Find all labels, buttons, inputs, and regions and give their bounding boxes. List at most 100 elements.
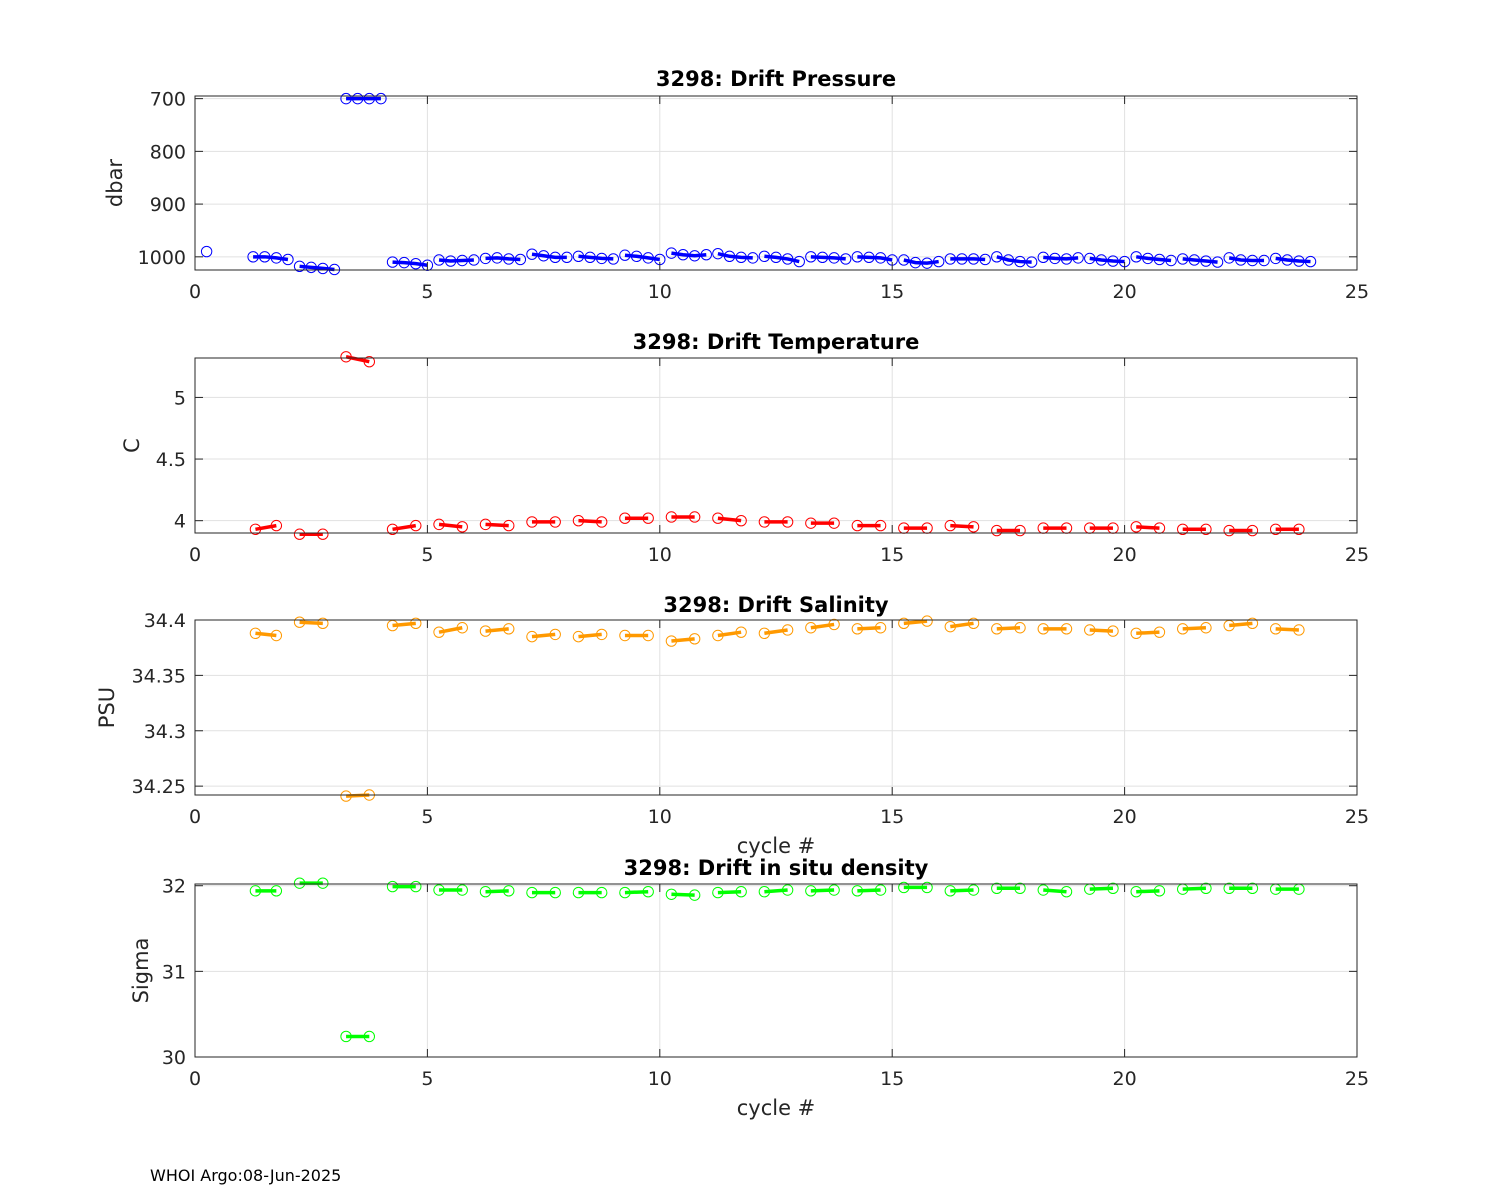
- y-axis-label: dbar: [103, 159, 127, 208]
- x-tick-label: 10: [648, 806, 672, 828]
- series-line-segment: [810, 888, 835, 893]
- series-line-segment: [299, 264, 335, 272]
- series-line-segment: [1136, 630, 1160, 636]
- data-point: [967, 253, 980, 265]
- series-line-segment: [810, 255, 846, 261]
- data-point: [1281, 254, 1293, 266]
- data-point: [456, 884, 468, 896]
- data-point: [1200, 523, 1212, 536]
- data-point: [410, 257, 422, 270]
- data-point: [1107, 255, 1119, 267]
- data-point: [1107, 625, 1119, 637]
- data-point: [1269, 523, 1282, 536]
- series-line-segment: [717, 630, 742, 638]
- data-point: [1246, 882, 1259, 894]
- y-axis-label: C: [120, 438, 144, 453]
- x-tick-label: 5: [421, 281, 433, 303]
- series-line-segment: [299, 620, 323, 626]
- data-point: [1211, 256, 1224, 268]
- series-line-segment: [764, 254, 800, 264]
- data-point: [781, 516, 794, 528]
- series-line-segment: [1135, 255, 1172, 263]
- data-point: [270, 519, 283, 532]
- series-line-segment: [717, 516, 742, 523]
- data-point: [398, 256, 410, 269]
- data-point: [1200, 882, 1212, 894]
- series-line-segment: [392, 621, 416, 628]
- data-point: [328, 263, 341, 276]
- data-point: [758, 627, 771, 639]
- data-point: [596, 628, 608, 641]
- series-line-segment: [1089, 256, 1125, 264]
- series-line-segment: [903, 619, 928, 626]
- data-point: [1293, 523, 1305, 536]
- data-point: [991, 882, 1003, 894]
- data-point: [642, 252, 654, 264]
- data-point: [874, 622, 887, 634]
- x-tick-label: 0: [189, 806, 201, 828]
- data-point: [1246, 617, 1259, 630]
- data-point: [200, 245, 213, 258]
- data-point: [363, 92, 375, 105]
- data-point: [1258, 254, 1270, 267]
- data-point: [874, 884, 887, 896]
- data-point: [456, 622, 468, 634]
- data-point: [340, 790, 352, 802]
- data-point: [1177, 523, 1189, 536]
- data-point: [956, 253, 968, 265]
- data-point: [688, 889, 701, 901]
- series-line-segment: [624, 253, 661, 262]
- axes-box: [194, 619, 1358, 796]
- data-point: [282, 253, 294, 266]
- y-tick-label: 800: [150, 141, 186, 163]
- series-line-segment: [1182, 886, 1207, 891]
- series-line-segment: [392, 523, 417, 532]
- x-tick-label: 15: [880, 806, 904, 828]
- data-point: [665, 511, 678, 523]
- data-point: [249, 523, 262, 536]
- series-line-segment: [485, 889, 509, 894]
- series-line-segment: [1136, 525, 1160, 530]
- series-line-segment: [1182, 257, 1218, 264]
- data-point: [712, 247, 724, 260]
- data-point: [386, 256, 399, 268]
- data-point: [1095, 254, 1108, 266]
- data-point: [293, 616, 306, 628]
- data-point: [1246, 524, 1259, 537]
- data-point: [851, 251, 864, 263]
- chart-panel-2: 0 5 10 15 20 25 4 4.5 5 3298: Drift Temperature C: [120, 330, 1369, 566]
- data-point: [1060, 886, 1073, 898]
- data-point: [410, 880, 422, 893]
- series-line-segment: [253, 255, 289, 262]
- x-tick-label: 5: [421, 806, 433, 828]
- data-point: [572, 250, 585, 262]
- footer-stamp: WHOI Argo:08-Jun-2025: [150, 1166, 342, 1185]
- data-point: [619, 512, 631, 524]
- data-point: [317, 262, 329, 275]
- data-point: [967, 884, 980, 896]
- series-line-segment: [950, 257, 986, 262]
- data-point: [700, 249, 712, 261]
- series-line-segment: [857, 626, 881, 631]
- data-point: [340, 92, 352, 105]
- data-point: [491, 252, 503, 264]
- data-point: [549, 516, 561, 528]
- series-line-segment: [950, 888, 974, 893]
- data-point: [572, 630, 585, 643]
- data-point: [293, 877, 306, 889]
- series-line-segment: [255, 523, 277, 532]
- data-point: [340, 351, 352, 363]
- data-point: [898, 254, 910, 266]
- data-point: [503, 519, 515, 532]
- data-point: [1223, 524, 1235, 537]
- series-line-segment: [1136, 889, 1160, 894]
- x-tick-label: 20: [1113, 806, 1137, 828]
- data-point: [270, 629, 283, 642]
- series-line-segment: [485, 256, 521, 262]
- series-line-segment: [857, 255, 893, 262]
- data-point: [851, 519, 864, 532]
- data-point: [1014, 524, 1026, 537]
- data-point: [456, 521, 468, 533]
- data-point: [642, 512, 654, 524]
- data-point: [921, 615, 933, 627]
